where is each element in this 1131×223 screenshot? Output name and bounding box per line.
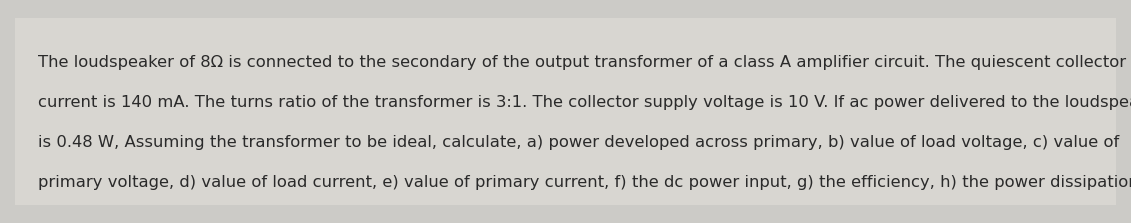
Text: current is 140 mA. The turns ratio of the transformer is 3:1. The collector supp: current is 140 mA. The turns ratio of th…: [38, 95, 1131, 110]
Text: The loudspeaker of 8Ω is connected to the secondary of the output transformer of: The loudspeaker of 8Ω is connected to th…: [38, 55, 1126, 70]
Text: primary voltage, d) value of load current, e) value of primary current, f) the d: primary voltage, d) value of load curren…: [38, 175, 1131, 190]
Text: is 0.48 W, Assuming the transformer to be ideal, calculate, a) power developed a: is 0.48 W, Assuming the transformer to b…: [38, 135, 1120, 150]
